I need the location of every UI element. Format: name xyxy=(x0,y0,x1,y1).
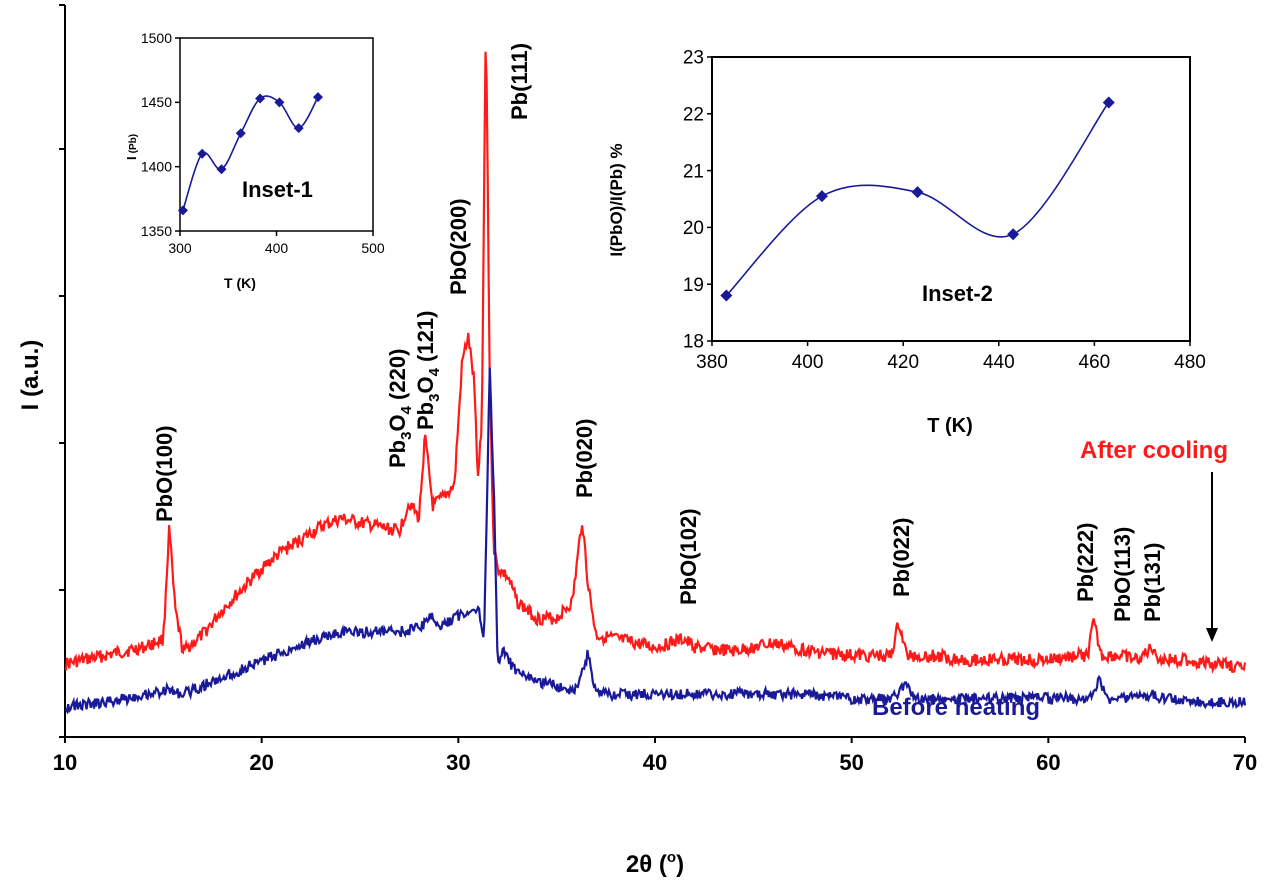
series-before-heating xyxy=(64,367,1247,715)
after-cooling-label: After cooling xyxy=(1080,437,1228,464)
inset-y-tick-label: 1350 xyxy=(141,223,172,239)
main-x-tick-label: 40 xyxy=(643,750,667,775)
inset-data-point xyxy=(293,123,304,134)
inset-x-tick-label: 500 xyxy=(361,240,385,256)
inset-x-tick-label: 440 xyxy=(983,352,1015,373)
peak-label-pb020: Pb(020) xyxy=(572,419,597,498)
peak-label-pbo102: PbO(102) xyxy=(676,508,701,605)
pb3o4-121-sub3: 3 xyxy=(426,394,443,402)
inset-y-tick-label: 18 xyxy=(683,332,704,353)
inset-data-point xyxy=(177,205,188,216)
peak-label-pb3o4-220: Pb3O4 (220) xyxy=(385,349,415,468)
inset-data-point xyxy=(1007,228,1020,241)
inset-2-x-label: T (K) xyxy=(927,415,973,437)
inset-data-point xyxy=(312,92,323,103)
inset-x-tick-label: 380 xyxy=(696,352,728,373)
pb3o4-220-pb: Pb xyxy=(385,440,410,468)
pb3o4-121-o: O xyxy=(413,376,438,393)
main-x-tick-label: 70 xyxy=(1233,750,1257,775)
main-x-ticks: 10 20 30 40 50 60 70 xyxy=(53,737,1257,775)
inset-2-y-label: I(PbO)/I(Pb) % xyxy=(607,143,626,256)
main-y-label: I (a.u.) xyxy=(17,340,44,411)
peak-label-pb3o4-121: Pb3O4 (121) xyxy=(413,311,443,430)
inset-data-point xyxy=(255,93,266,104)
inset-x-tick-label: 400 xyxy=(265,240,289,256)
inset-x-tick-label: 480 xyxy=(1174,352,1206,373)
main-x-label-text: 2θ ( xyxy=(626,851,667,878)
pb3o4-220-tail: (220) xyxy=(385,349,410,406)
main-x-tick-label: 10 xyxy=(53,750,77,775)
inset-y-tick-label: 1400 xyxy=(141,159,172,175)
pb3o4-220-sub4: 4 xyxy=(398,405,415,414)
main-x-label-close: ) xyxy=(676,851,684,878)
inset-data-point xyxy=(720,289,733,302)
main-x-tick-label: 20 xyxy=(249,750,273,775)
pb3o4-220-o: O xyxy=(385,414,410,431)
peak-label-pbo100: PbO(100) xyxy=(152,425,177,522)
after-cooling-arrow-head xyxy=(1206,628,1218,642)
inset-x-tick-label: 420 xyxy=(887,352,919,373)
main-x-tick-label: 60 xyxy=(1036,750,1060,775)
pb3o4-121-pb: Pb xyxy=(413,402,438,430)
inset-y-tick-label: 1500 xyxy=(141,30,172,46)
main-axes: 10 20 30 40 50 60 70 xyxy=(53,4,1257,775)
main-x-label-degree: o xyxy=(667,849,676,866)
inset-x-tick-label: 400 xyxy=(792,352,824,373)
main-x-tick-label: 50 xyxy=(839,750,863,775)
main-x-label: 2θ (o) xyxy=(626,849,684,878)
inset-2: 380 400 420 440 460 480 18 19 20 21 22 23 Inset-2 T… xyxy=(607,48,1206,437)
inset-y-tick-label: 21 xyxy=(683,161,704,182)
series-after-cooling xyxy=(64,51,1247,675)
inset-data-point xyxy=(1102,96,1115,109)
pb3o4-121-sub4: 4 xyxy=(426,367,443,376)
inset-1-title: Inset-1 xyxy=(242,177,313,202)
inset-data-point xyxy=(197,148,208,159)
inset-2-points xyxy=(720,96,1115,302)
inset-y-tick-label: 1450 xyxy=(141,94,172,110)
peak-label-pb022: Pb(022) xyxy=(889,518,914,597)
inset-x-tick-label: 300 xyxy=(168,240,192,256)
inset-1-ticks: 300 400 500 1350 1400 1450 1500 xyxy=(141,30,385,256)
inset-data-point xyxy=(815,190,828,203)
main-x-tick-label: 30 xyxy=(446,750,470,775)
inset-data-point xyxy=(911,186,924,199)
pb3o4-220-sub3: 3 xyxy=(398,432,415,440)
peak-label-pbo113: PbO(113) xyxy=(1110,527,1135,622)
inset-y-tick-label: 20 xyxy=(683,218,704,239)
inset-2-ticks: 380 400 420 440 460 480 18 19 20 21 22 23 xyxy=(683,48,1206,373)
inset-1-points xyxy=(177,92,323,216)
inset-1-y-label-sub: (Pb) xyxy=(128,134,139,153)
inset-data-point xyxy=(235,128,246,139)
peak-label-pb222: Pb(222) xyxy=(1073,523,1098,602)
inset-data-point xyxy=(274,97,285,108)
inset-y-tick-label: 22 xyxy=(683,104,704,125)
peak-label-pbo200: PbO(200) xyxy=(446,198,471,295)
before-heating-label: Before heating xyxy=(872,694,1040,721)
peak-label-pb131: Pb(131) xyxy=(1140,543,1165,622)
main-y-ticks xyxy=(59,4,65,738)
inset-y-tick-label: 23 xyxy=(683,48,704,69)
inset-1-y-label-main: I xyxy=(124,156,139,160)
inset-1-x-label: T (K) xyxy=(224,275,256,291)
pb3o4-121-tail: (121) xyxy=(413,311,438,368)
peak-label-pb111: Pb(111) xyxy=(507,43,532,120)
inset-2-title: Inset-2 xyxy=(922,281,993,306)
inset-y-tick-label: 19 xyxy=(683,275,704,296)
inset-1-y-label: I (Pb) xyxy=(124,134,139,160)
inset-data-point xyxy=(216,164,227,175)
inset-x-tick-label: 460 xyxy=(1079,352,1111,373)
inset-1-frame xyxy=(179,37,374,232)
